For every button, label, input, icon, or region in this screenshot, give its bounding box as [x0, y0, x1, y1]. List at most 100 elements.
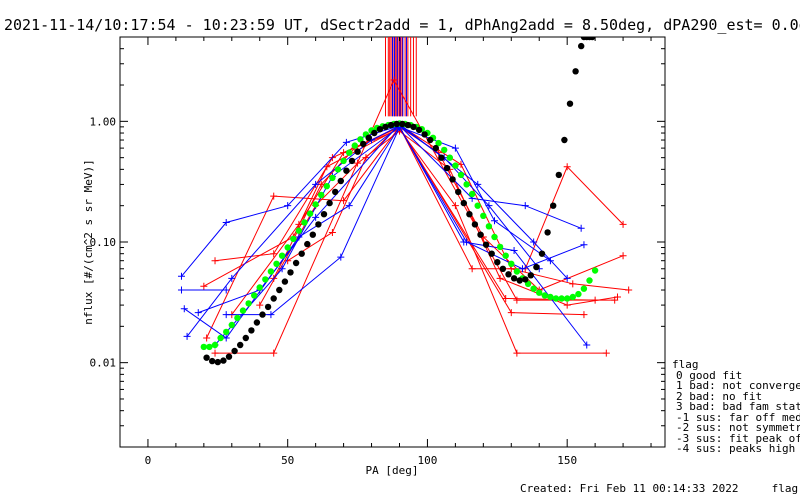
y-tick-label: 1.00	[90, 115, 117, 128]
fit-point	[558, 295, 565, 302]
fit-point	[239, 307, 247, 314]
fit-point	[304, 240, 311, 248]
fit-point	[242, 334, 249, 342]
fit-point	[343, 167, 350, 174]
fit-point	[267, 268, 275, 275]
data-point	[312, 180, 320, 188]
fit-point	[499, 265, 507, 272]
data-point	[194, 309, 202, 317]
fit-point	[237, 341, 244, 349]
data-point	[580, 311, 588, 319]
fit-point	[455, 188, 462, 196]
legend-item-flag-0: 0 good fit	[676, 368, 743, 382]
fit-point	[264, 303, 272, 311]
fit-point	[206, 343, 213, 351]
fit-point	[457, 171, 465, 179]
data-point	[323, 163, 331, 171]
fit-point	[209, 357, 216, 365]
fit-point	[463, 181, 470, 188]
fit-point	[466, 211, 473, 218]
fit-point	[329, 174, 336, 182]
data-point	[340, 197, 348, 205]
fit-point	[354, 148, 361, 155]
legend-item-flag-m4: -4 sus: peaks high v	[676, 442, 800, 455]
fit-point	[432, 144, 439, 152]
fit-point	[251, 292, 258, 299]
footer: Created: Fri Feb 11 00:14:33 2022 flag =…	[520, 482, 800, 495]
fit-point	[348, 157, 356, 165]
fit-point	[220, 357, 227, 364]
data-point	[284, 202, 292, 210]
fit-point	[513, 268, 521, 275]
data-point	[222, 219, 230, 227]
series-1	[177, 120, 591, 349]
legend-item-flag-1: 1 bad: not converge	[676, 379, 800, 392]
fit-point	[340, 157, 347, 165]
fit-point	[315, 221, 322, 228]
fit-point	[281, 278, 289, 285]
data-point	[577, 224, 585, 232]
fit-point	[460, 199, 467, 207]
fit-point	[387, 121, 395, 129]
data-point	[510, 247, 518, 255]
series-3	[203, 37, 596, 366]
fit-point	[496, 243, 504, 251]
data-point	[362, 154, 370, 162]
fit-point	[575, 290, 582, 298]
fit-point	[253, 319, 261, 326]
data-point	[513, 296, 521, 304]
fit-point	[410, 123, 417, 131]
data-point	[513, 349, 521, 357]
data-point	[451, 202, 459, 210]
fit-point	[564, 295, 571, 302]
x-tick-label: 0	[145, 454, 152, 467]
data-point	[563, 274, 571, 282]
fit-point	[435, 139, 442, 147]
fit-point	[346, 149, 353, 156]
fit-point	[223, 328, 230, 336]
fit-point	[485, 223, 493, 230]
data-point	[451, 144, 459, 152]
fit-point	[203, 354, 210, 361]
data-point	[569, 280, 577, 288]
fit-point	[469, 190, 476, 198]
fit-point	[270, 295, 277, 302]
fit-point	[443, 164, 451, 172]
fit-point	[491, 233, 498, 241]
fit-point	[245, 300, 252, 307]
fit-point	[508, 260, 515, 267]
data-point	[222, 311, 230, 319]
fit-point	[306, 210, 314, 217]
data-point	[457, 160, 465, 168]
data-point	[211, 349, 219, 357]
x-axis-label: PA [deg]	[366, 464, 419, 477]
data-point	[390, 76, 398, 84]
fit-point	[309, 231, 316, 238]
fit-point	[276, 286, 283, 294]
data-point	[625, 286, 633, 294]
data-line	[215, 78, 615, 354]
data-point	[200, 282, 208, 290]
fit-point	[337, 177, 344, 185]
fit-point	[399, 120, 406, 128]
data-point	[180, 305, 188, 313]
fit-point	[287, 269, 294, 276]
fit-point	[474, 202, 481, 209]
fit-point	[482, 241, 490, 248]
fit-point	[295, 227, 303, 234]
data-line	[226, 126, 585, 316]
data-point	[521, 202, 529, 210]
data-line	[287, 124, 629, 291]
data-point	[496, 274, 504, 282]
data-point	[491, 217, 499, 225]
data-point	[203, 334, 211, 342]
data-point	[270, 250, 278, 258]
data-point	[340, 149, 348, 157]
fit-point	[225, 353, 233, 360]
data-point	[183, 332, 191, 340]
data-point	[463, 238, 471, 246]
data-point	[354, 159, 362, 167]
data-point	[211, 257, 219, 265]
data-point	[507, 309, 515, 317]
